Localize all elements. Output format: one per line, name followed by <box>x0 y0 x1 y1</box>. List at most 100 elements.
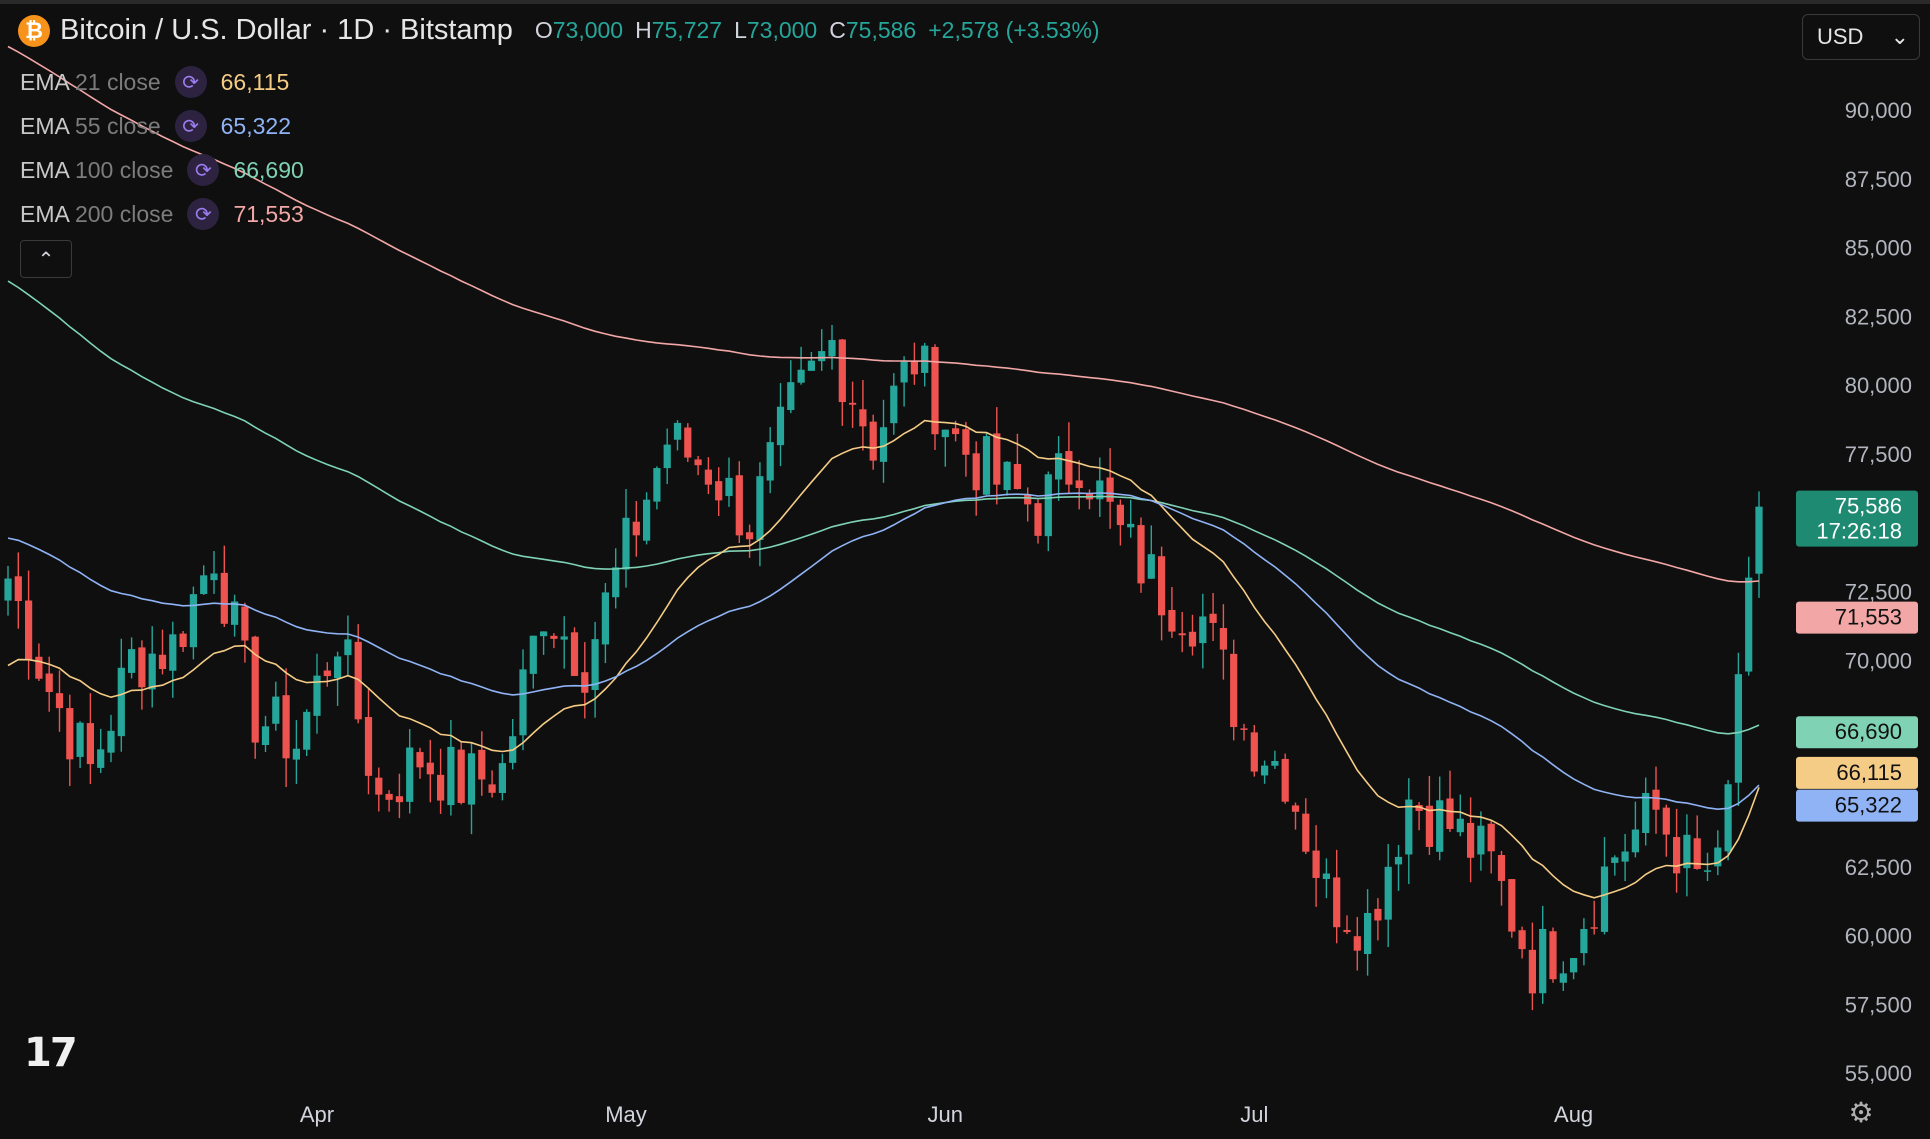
legend-value: 65,322 <box>220 112 291 139</box>
candle-body <box>272 696 280 724</box>
candle-body <box>179 633 187 648</box>
sync-icon[interactable]: ⟳ <box>174 66 207 98</box>
candle-body <box>303 711 311 750</box>
candle-body <box>941 429 949 438</box>
candle-body <box>1734 674 1742 783</box>
candle-body <box>1209 613 1217 623</box>
candle-body <box>488 784 496 793</box>
x-tick-label: May <box>605 1102 647 1127</box>
candle-body <box>457 749 465 803</box>
legend-name: EMA 55 close <box>20 112 161 139</box>
candle-body <box>1487 823 1495 852</box>
candle-body <box>344 639 352 656</box>
candle-body <box>1261 765 1269 776</box>
candle-body <box>828 340 836 357</box>
candle-body <box>210 573 218 581</box>
candle-body <box>1703 870 1712 872</box>
candle-body <box>725 477 733 497</box>
candle-body <box>1673 837 1681 874</box>
candle-body <box>1333 877 1341 928</box>
candle-body <box>838 339 846 403</box>
candle-body <box>1467 822 1475 858</box>
candle-body <box>1518 930 1526 950</box>
candle-body <box>1106 477 1114 502</box>
candle-body <box>746 532 754 540</box>
candle-body <box>900 361 908 383</box>
last-price-badge-countdown: 17:26:18 <box>1816 519 1902 544</box>
candle-body <box>560 636 568 640</box>
candle-body <box>1683 834 1691 869</box>
candle-body <box>1281 758 1289 802</box>
candle-body <box>1075 480 1083 489</box>
candle-body <box>1745 577 1753 672</box>
candle-body <box>1178 633 1186 636</box>
candle-body <box>395 796 403 803</box>
candle-body <box>1034 503 1042 536</box>
ema-200-badge-bg <box>1796 601 1918 634</box>
settings-icon[interactable]: ⚙ <box>1848 1097 1874 1128</box>
ema-21-line <box>7 419 1760 899</box>
legend-value: 66,115 <box>220 68 290 95</box>
ema-55-badge-label: 65,322 <box>1835 793 1902 818</box>
chevron-up-icon: ⌃ <box>37 248 55 271</box>
candle-body <box>1168 609 1176 632</box>
legend-name: EMA 100 close <box>20 156 174 183</box>
sync-icon[interactable]: ⟳ <box>174 110 207 142</box>
candle-body <box>1394 856 1403 865</box>
candle-body <box>684 427 692 458</box>
candle-body <box>1353 936 1361 951</box>
candle-body <box>1127 523 1135 528</box>
candle-body <box>1302 813 1310 852</box>
legend-value: 66,690 <box>233 156 304 183</box>
candle-body <box>673 422 682 440</box>
candle-body <box>292 748 300 760</box>
candle-body <box>334 656 342 679</box>
legend-row-ema55[interactable]: EMA 55 close ⟳ 65,322 <box>20 104 304 148</box>
candle-body <box>1291 805 1300 812</box>
tradingview-logo[interactable]: 17 <box>24 1030 78 1076</box>
currency-select[interactable]: USD ⌄ <box>1802 14 1920 60</box>
candle-body <box>766 442 774 481</box>
candle-body <box>570 632 579 676</box>
symbol-title[interactable]: Bitcoin / U.S. Dollar · 1D · Bitstamp <box>60 14 513 46</box>
candle-body <box>1714 847 1722 867</box>
candle-body <box>735 475 743 536</box>
collapse-legend-button[interactable]: ⌃ <box>20 240 72 278</box>
candle-body <box>354 641 362 720</box>
candle-body <box>1343 929 1351 933</box>
candle-body <box>1642 793 1650 833</box>
last-price-badge-label: 75,586 <box>1835 494 1902 519</box>
candle-body <box>138 647 146 688</box>
sync-icon[interactable]: ⟳ <box>187 198 220 230</box>
legend-row-ema21[interactable]: EMA 21 close ⟳ 66,115 <box>20 60 304 104</box>
candle-body <box>76 722 84 757</box>
candle-body <box>1230 653 1238 728</box>
y-tick-label: 62,500 <box>1845 855 1912 880</box>
close-key: C <box>829 17 846 43</box>
candle-body <box>1652 789 1660 810</box>
candle-body <box>643 499 651 541</box>
legend-name: EMA 21 close <box>20 68 161 95</box>
candle-body <box>282 695 290 759</box>
candle-body <box>97 749 105 768</box>
candle-body <box>158 654 167 670</box>
close-value: 75,586 <box>845 17 917 43</box>
x-tick-label: Jul <box>1240 1102 1268 1127</box>
candle-body <box>35 656 43 679</box>
candle-body <box>1570 958 1578 973</box>
candle-body <box>1199 616 1207 644</box>
candle-body <box>323 670 331 677</box>
candle-body <box>437 774 445 801</box>
candle-body <box>1137 525 1145 584</box>
candle-body <box>251 636 259 743</box>
x-tick-label: Apr <box>300 1102 334 1127</box>
y-tick-label: 55,000 <box>1845 1061 1912 1086</box>
candle-body <box>1188 631 1197 647</box>
legend-row-ema200[interactable]: EMA 200 close ⟳ 71,553 <box>20 192 304 236</box>
y-tick-label: 87,500 <box>1845 167 1912 192</box>
legend-row-ema100[interactable]: EMA 100 close ⟳ 66,690 <box>20 148 304 192</box>
candle-body <box>1096 480 1104 500</box>
candle-body <box>879 427 888 462</box>
sync-icon[interactable]: ⟳ <box>187 154 220 186</box>
